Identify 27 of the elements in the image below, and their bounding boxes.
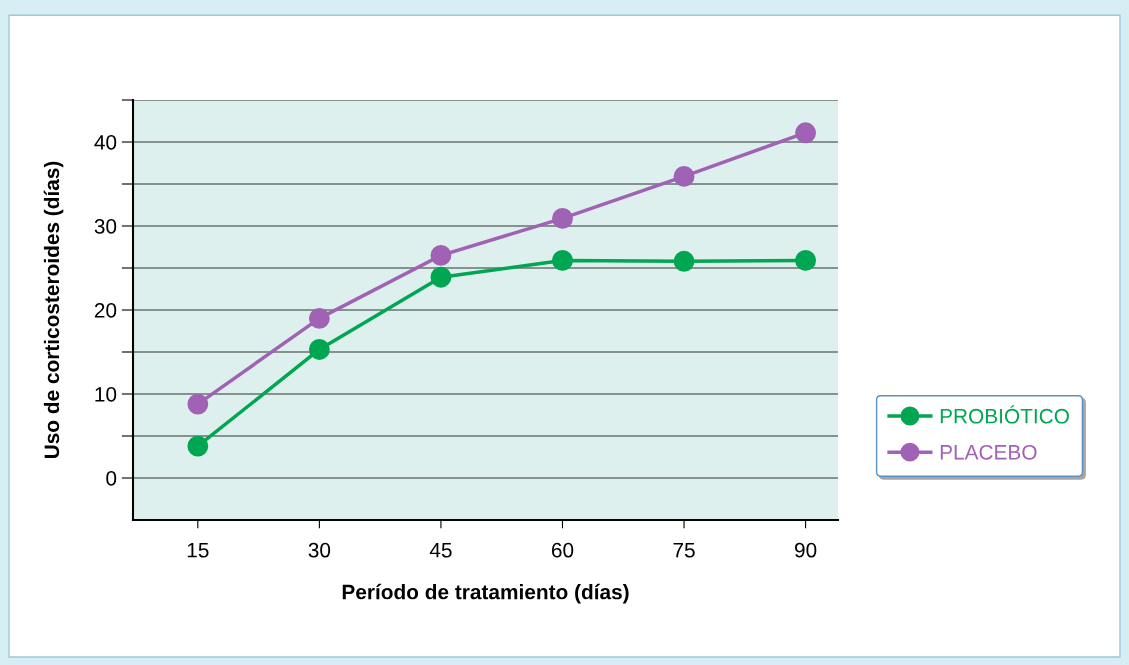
x-tick-label: 30: [308, 542, 331, 558]
y-tick-label: 0: [106, 471, 117, 486]
x-tick-label: 15: [187, 542, 209, 558]
x-axis-title: Período de tratamiento (días): [342, 583, 629, 604]
x-tick-label: 90: [794, 542, 817, 558]
point: [187, 393, 209, 415]
legend-label: PROBIÓTICO: [940, 405, 1069, 424]
y-tick-label: 10: [95, 387, 117, 402]
legend-label: PLACEBO: [940, 444, 1037, 460]
point: [795, 250, 817, 271]
point: [673, 166, 695, 187]
point: [308, 339, 330, 360]
y-axis-title: Uso de corticosteroides (días): [43, 161, 64, 459]
x-tick-label: 45: [429, 542, 452, 558]
x-tick-label: 60: [551, 542, 574, 558]
point: [187, 435, 209, 457]
point: [430, 266, 452, 288]
point: [552, 208, 573, 229]
point: [308, 307, 330, 329]
y-tick-label: 20: [94, 303, 117, 318]
y-tick-label: 40: [94, 135, 117, 150]
point: [552, 250, 573, 271]
point: [430, 244, 452, 266]
y-tick-label: 30: [94, 219, 117, 234]
x-tick-label: 75: [673, 542, 695, 558]
point: [673, 250, 695, 272]
point: [795, 122, 817, 144]
